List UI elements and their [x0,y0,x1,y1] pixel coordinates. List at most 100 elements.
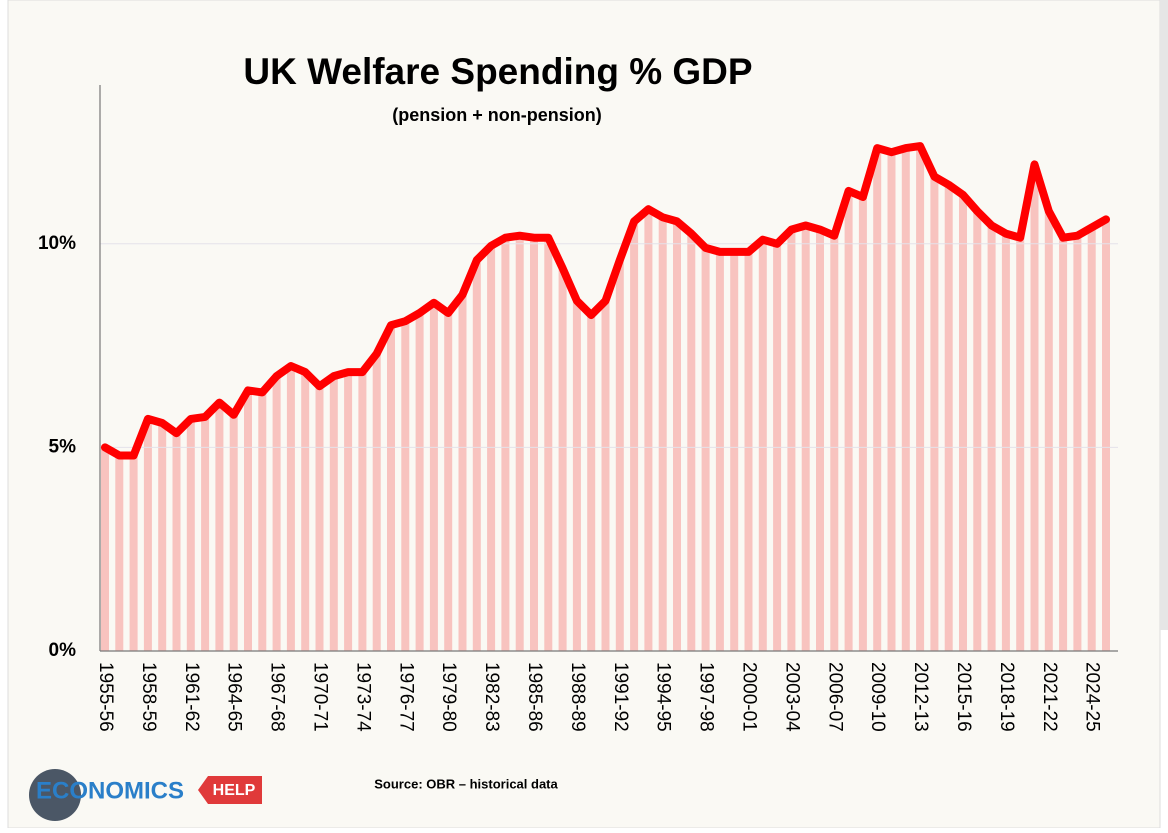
x-tick-label: 1958-59 [138,662,159,732]
bar [744,251,753,651]
bar [615,260,624,651]
bar [1102,219,1110,652]
bar [244,390,252,651]
x-tick-label: 2012-13 [910,662,931,732]
bar [687,233,696,651]
bar [1001,233,1010,651]
bar [544,237,553,651]
bar [472,260,481,651]
bar [158,422,167,651]
x-tick-label: 1985-86 [524,662,545,732]
bar [1073,235,1082,651]
bar [530,237,538,651]
bar [916,146,925,651]
bar [215,402,224,651]
y-tick-label: 10% [38,233,76,254]
x-tick-label: 1988-89 [567,662,588,732]
x-tick-label: 1997-98 [696,662,717,732]
line [101,142,1110,460]
bar [515,235,524,651]
x-tick-label: 1955-56 [95,662,116,732]
x-tick-label: 1991-92 [610,662,631,732]
bar [258,392,267,651]
bar [301,372,310,651]
y-tick-label: 5% [49,436,77,457]
bar [172,433,181,651]
bar [401,321,410,651]
x-tick-label: 1961-62 [181,662,202,732]
bar [959,194,967,651]
bar [887,152,896,651]
bar [715,251,724,651]
x-tick-label: 2003-04 [781,662,802,732]
chart-subtitle: (pension + non-pension) [392,105,602,125]
y-tick-label: 0% [49,640,77,661]
x-tick-label: 1979-80 [438,662,459,732]
bar [1059,237,1068,651]
bar [973,211,982,651]
bar [844,190,853,652]
bar [601,300,610,651]
bar [315,386,324,651]
bar [186,418,195,651]
logo-tag-text: HELP [213,782,256,799]
bar [944,184,953,652]
logo-tag [198,776,262,804]
bar [344,372,353,651]
bar [787,229,796,651]
bar [1016,237,1025,651]
bar [930,176,939,651]
bar [143,418,152,651]
bar [429,302,438,651]
bar [801,225,810,652]
x-tick-label: 2015-16 [953,662,974,732]
bar [1087,227,1096,651]
bar [272,376,281,651]
x-tick-label: 1976-77 [395,662,416,732]
bar [987,225,996,652]
x-tick-label: 2006-07 [824,662,845,732]
bar [901,148,910,651]
x-tick-label: 2000-01 [738,662,759,732]
chart-title: UK Welfare Spending % GDP [243,51,752,92]
bar [587,315,596,651]
logo-brand: ECONOMICS [36,777,184,804]
bar [372,353,381,651]
logo: ECONOMICS HELP [29,769,262,821]
bar [658,217,667,651]
plot-area: 0% 5% 10% 1955-56 1958-59 1961-62 1964-65 1967-… [38,85,1118,732]
bar [101,447,109,651]
bar [387,325,395,651]
x-tick-label: 2018-19 [996,662,1017,732]
bar [558,268,567,651]
bar [858,196,867,651]
bar [201,416,210,651]
bar [816,229,824,651]
bar [730,251,739,651]
x-tick-label: 2009-10 [867,662,888,732]
bar [329,376,338,651]
bar [873,148,882,651]
x-tick-label: 1970-71 [309,662,330,732]
x-tick-label: 2024-25 [1082,662,1103,732]
bar [115,455,124,651]
bar [830,235,839,651]
source-note: Source: OBR – historical data [374,776,558,791]
bar [701,247,710,652]
bar [1030,164,1039,651]
x-tick-label: 1994-95 [653,662,674,732]
bar [1044,211,1053,651]
bar [444,313,453,651]
bar [758,239,767,651]
logo-badge [29,769,81,821]
x-tick-label: 1973-74 [352,662,373,732]
bar [572,300,581,651]
bar [630,221,639,651]
bar [415,313,424,651]
bar [644,209,653,651]
bar [358,372,367,651]
bar [458,294,467,651]
bar [501,237,510,651]
